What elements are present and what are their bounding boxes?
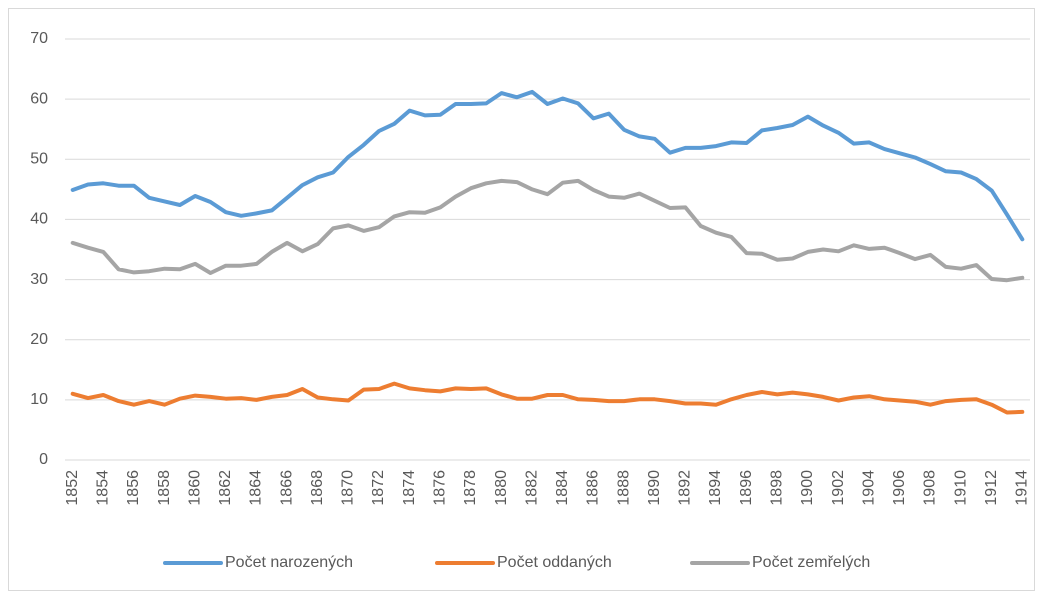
x-tick-label: 1872	[370, 470, 387, 506]
x-tick-label: 1888	[615, 470, 632, 506]
x-tick-label: 1908	[922, 470, 939, 506]
x-tick-label: 1912	[983, 470, 1000, 506]
x-tick-label: 1866	[278, 470, 295, 506]
x-tick-label: 1854	[95, 470, 112, 506]
x-tick-label: 1882	[523, 470, 540, 506]
legend-label: Počet zemřelých	[752, 554, 870, 571]
y-tick-label: 0	[39, 451, 48, 468]
x-tick-label: 1910	[952, 470, 969, 506]
x-tick-label: 1914	[1014, 470, 1031, 506]
x-tick-label: 1898	[768, 470, 785, 506]
x-tick-label: 1868	[309, 470, 326, 506]
y-tick-label: 70	[30, 30, 48, 47]
y-tick-label: 10	[30, 391, 48, 408]
chart-border	[8, 8, 1035, 591]
x-tick-label: 1890	[646, 470, 663, 506]
x-tick-label: 1860	[186, 470, 203, 506]
x-tick-label: 1876	[431, 470, 448, 506]
series-line	[70, 178, 1025, 283]
x-tick-label: 1902	[830, 470, 847, 506]
x-tick-label: 1900	[799, 470, 816, 506]
x-tick-label: 1874	[401, 470, 418, 506]
x-tick-label: 1858	[156, 470, 173, 506]
x-tick-label: 1886	[585, 470, 602, 506]
legend-label: Počet narozených	[225, 554, 353, 571]
x-tick-label: 1904	[860, 470, 877, 506]
x-tick-label: 1870	[340, 470, 357, 506]
y-tick-label: 60	[30, 90, 48, 107]
y-tick-label: 20	[30, 331, 48, 348]
legend-label: Počet oddaných	[497, 554, 612, 571]
x-tick-label: 1896	[738, 470, 755, 506]
x-tick-label: 1892	[677, 470, 694, 506]
x-tick-label: 1880	[493, 470, 510, 506]
y-tick-label: 30	[30, 271, 48, 288]
x-tick-label: 1862	[217, 470, 234, 506]
series-line	[70, 89, 1025, 242]
series-line	[70, 381, 1025, 415]
x-tick-label: 1906	[891, 470, 908, 506]
y-tick-label: 40	[30, 211, 48, 228]
x-tick-label: 1894	[707, 470, 724, 506]
x-tick-label: 1864	[248, 470, 265, 506]
x-tick-label: 1856	[125, 470, 142, 506]
x-tick-label: 1852	[64, 470, 81, 506]
x-tick-label: 1884	[554, 470, 571, 506]
y-tick-label: 50	[30, 151, 48, 168]
x-tick-label: 1878	[462, 470, 479, 506]
